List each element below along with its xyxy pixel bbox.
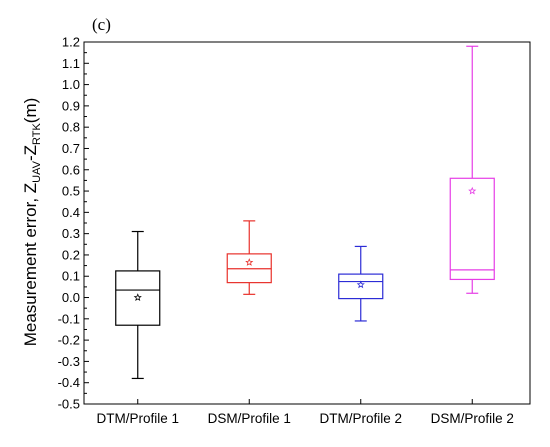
x-category-label: DSM/Profile 1 [208, 411, 291, 426]
mean-star-marker [245, 258, 254, 266]
x-category-label: DTM/Profile 2 [319, 411, 402, 426]
mean-star-marker [133, 293, 142, 301]
iqr-box [338, 273, 384, 300]
y-tick-label: 0.7 [62, 141, 80, 156]
y-title-mid: -Z [21, 145, 40, 161]
x-category-label: DTM/Profile 1 [96, 411, 179, 426]
y-tick-label: 1.0 [62, 77, 80, 92]
y-title-suffix: (m) [21, 98, 40, 123]
y-tick-label: 0.1 [62, 269, 80, 284]
box-3 [338, 245, 384, 322]
box-series-group [115, 45, 495, 380]
plot-frame [83, 41, 531, 405]
x-category-label: DSM/Profile 2 [431, 411, 514, 426]
y-tick-label: -0.1 [58, 311, 80, 326]
y-tick-label: -0.2 [58, 333, 80, 348]
x-axis: DTM/Profile 1 DSM/Profile 1 DTM/Profile 2 D… [96, 399, 514, 426]
y-tick-label: 0.2 [62, 247, 80, 262]
y-axis-title: Measurement error, ZUAV-ZRTK(m) [21, 98, 43, 347]
y-tick-label: -0.4 [58, 375, 80, 390]
mean-star-marker [468, 186, 477, 195]
y-tick-label: -0.5 [58, 397, 80, 412]
y-title-prefix: Measurement error, Z [21, 183, 40, 346]
y-tick-label: 0.4 [62, 205, 80, 220]
box-2 [226, 220, 272, 295]
y-tick-label: 0.0 [62, 290, 80, 305]
y-tick-label: 0.9 [62, 98, 80, 113]
box-1 [115, 230, 161, 380]
iqr-box [449, 177, 495, 281]
panel-label: (c) [92, 15, 111, 34]
iqr-box [115, 270, 161, 326]
y-tick-label: 1.1 [62, 56, 80, 71]
y-tick-label: 0.6 [62, 162, 80, 177]
y-tick-label: 1.2 [62, 35, 80, 50]
y-tick-label: -0.3 [58, 354, 80, 369]
y-axis: -0.5 -0.4 -0.3 -0.2 -0.1 0.0 0.1 0.2 0.3 0.4 0.5 0.… [58, 35, 89, 412]
y-tick-label: 0.3 [62, 226, 80, 241]
y-title-sub-uav: UAV [31, 160, 43, 182]
y-tick-label: 0.5 [62, 184, 80, 199]
y-title-sub-rtk: RTK [31, 123, 43, 145]
box-4 [449, 45, 495, 294]
mean-star-marker [356, 280, 365, 289]
y-tick-label: 0.8 [62, 120, 80, 135]
